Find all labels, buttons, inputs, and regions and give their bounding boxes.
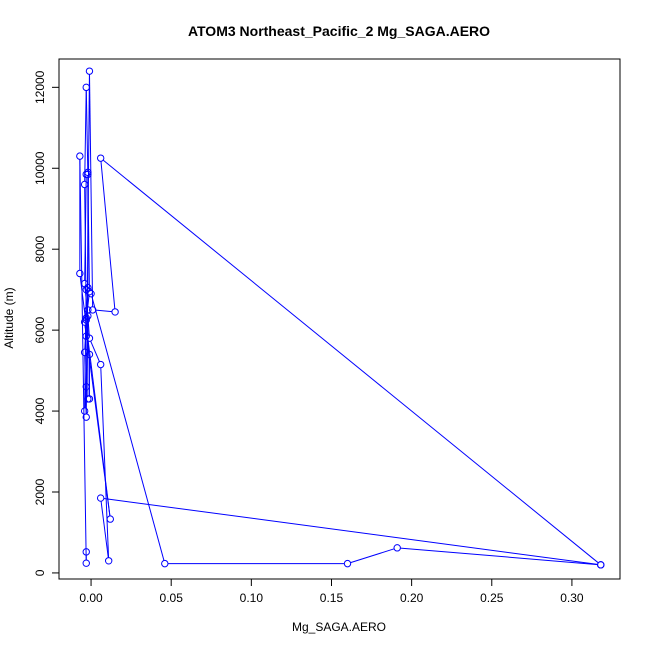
x-tick-label: 0.30 [560, 591, 584, 605]
x-tick-label: 0.00 [79, 591, 103, 605]
x-tick-label: 0.10 [240, 591, 264, 605]
x-axis-label: Mg_SAGA.AERO [292, 620, 386, 634]
y-tick-label: 10000 [33, 151, 47, 185]
y-tick-label: 8000 [33, 236, 47, 263]
chart-title: ATOM3 Northeast_Pacific_2 Mg_SAGA.AERO [188, 23, 490, 39]
x-tick-label: 0.15 [320, 591, 344, 605]
y-axis-label: Altitude (m) [2, 287, 16, 348]
y-tick-label: 6000 [33, 316, 47, 343]
y-tick-label: 4000 [33, 397, 47, 424]
y-tick-label: 2000 [33, 478, 47, 505]
y-tick-label: 12000 [33, 70, 47, 104]
y-tick-label: 0 [33, 569, 47, 576]
x-tick-label: 0.25 [480, 591, 504, 605]
x-tick-label: 0.20 [400, 591, 424, 605]
x-tick-label: 0.05 [160, 591, 184, 605]
